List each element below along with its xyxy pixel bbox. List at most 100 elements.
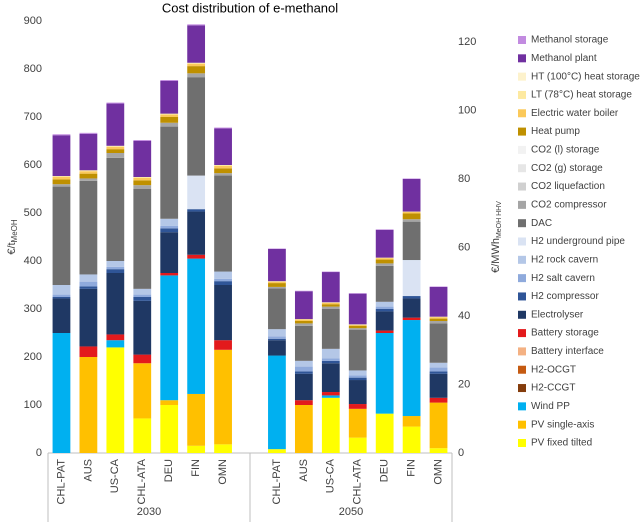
bar-segment: [402, 221, 421, 261]
y-label-sub: MeOH: [10, 219, 19, 242]
bar-segment: [348, 380, 367, 405]
bar-segment: [106, 266, 125, 270]
bar-segment: [348, 375, 367, 378]
bar-segment: [321, 397, 340, 453]
bar-segment: [348, 404, 367, 409]
bar-segment: [429, 402, 448, 449]
bar-segment: [187, 211, 206, 255]
bar-segment: [294, 323, 313, 326]
y-tick-label: 600: [24, 159, 42, 171]
legend-swatch: [518, 292, 526, 301]
bar-segment: [294, 360, 313, 367]
legend-label: H2 rock cavern: [531, 254, 598, 265]
bar-segment: [348, 329, 367, 371]
bar-segment: [375, 333, 394, 414]
bar-segment: [79, 133, 98, 171]
y2-tick-label: 100: [458, 104, 476, 116]
legend-swatch: [518, 182, 526, 191]
bar-segment: [268, 281, 286, 284]
bar-segment: [375, 306, 394, 309]
bar-segment: [187, 24, 206, 26]
bar-segment: [294, 371, 313, 374]
bar-segment: [348, 377, 367, 381]
x-tick-label: CHL-ATA: [136, 458, 148, 504]
bar-segment: [160, 405, 179, 453]
bar-segment: [214, 271, 232, 279]
bar-segment: [133, 189, 152, 289]
bar-segment: [79, 274, 98, 282]
x-tick-label: CHL-ATA: [352, 458, 364, 504]
chart-title: Cost distribution of e-methanol: [162, 0, 338, 15]
bar-segment: [79, 357, 98, 453]
bar-segment: [348, 324, 367, 326]
bar-segment: [106, 149, 125, 153]
bar-segment: [214, 444, 232, 453]
bar-segment: [429, 397, 448, 403]
bar-segment: [321, 395, 340, 398]
bar-segment: [321, 363, 340, 393]
legend-label: H2 underground pipe: [531, 236, 625, 247]
legend-swatch: [518, 72, 526, 81]
bar-segment: [187, 63, 206, 67]
bar-segment: [133, 297, 152, 301]
legend-label: Methanol storage: [531, 35, 609, 46]
legend-swatch: [518, 219, 526, 228]
legend-label: LT (78°C) heat storage: [531, 90, 632, 101]
y-tick-label: 200: [24, 351, 42, 363]
legend-swatch: [518, 90, 526, 99]
y2-tick-label: 80: [458, 173, 470, 185]
bar-segment: [321, 360, 340, 364]
x-tick-label: DEU: [379, 459, 391, 482]
bar-segment: [294, 373, 313, 401]
bar-segment: [79, 132, 98, 134]
bar-segment: [268, 449, 286, 453]
y-tick-label: 500: [24, 207, 42, 219]
x-tick-label: OMN: [432, 459, 444, 485]
bar-segment: [294, 321, 313, 324]
bar-segment: [187, 175, 206, 210]
bar-segment: [429, 367, 448, 372]
bar-segment: [348, 437, 367, 453]
bar-segment: [160, 218, 179, 226]
y2-label-sub: MeOH HHV: [496, 201, 503, 238]
bar-segment: [160, 81, 179, 114]
bar-segment: [375, 229, 394, 258]
bar-segment: [133, 418, 152, 453]
bar-segment: [133, 177, 152, 178]
bar-segment: [133, 140, 152, 141]
bar-segment: [375, 311, 394, 331]
bar-segment: [402, 426, 421, 453]
bar-segment: [79, 170, 98, 172]
legend-label: Methanol plant: [531, 53, 597, 64]
bar-segment: [321, 392, 340, 396]
bar-segment: [133, 294, 152, 297]
x-tick-label: AUS: [82, 459, 94, 482]
bar-segment: [321, 304, 340, 307]
bar-segment: [294, 400, 313, 405]
bar-segment: [79, 288, 98, 347]
bar-segment: [133, 300, 152, 355]
bar-segment: [321, 358, 340, 361]
bar-segment: [160, 113, 179, 115]
legend-label: DAC: [531, 218, 552, 229]
bar-segment: [268, 249, 286, 282]
bar-segment: [294, 325, 313, 361]
bar-segment: [79, 180, 98, 275]
legend-label: Electrolyser: [531, 309, 584, 320]
bar-segment: [429, 323, 448, 363]
bar-segment: [214, 165, 232, 166]
bar-segment: [160, 114, 179, 117]
bar-segment: [79, 286, 98, 289]
bar-segment: [187, 209, 206, 212]
bar-segment: [133, 354, 152, 364]
bar-segment: [187, 73, 206, 78]
bar-segment: [106, 145, 125, 147]
bar-segment: [402, 317, 421, 321]
bar-segment: [348, 325, 367, 329]
legend-swatch: [518, 36, 526, 44]
y-tick-label: 900: [24, 15, 42, 27]
y-axis-label: €/tMeOH: [6, 219, 19, 255]
legend-swatch: [518, 54, 526, 63]
bar-segment: [133, 177, 152, 181]
legend-label: HT (100°C) heat storage: [531, 71, 640, 82]
